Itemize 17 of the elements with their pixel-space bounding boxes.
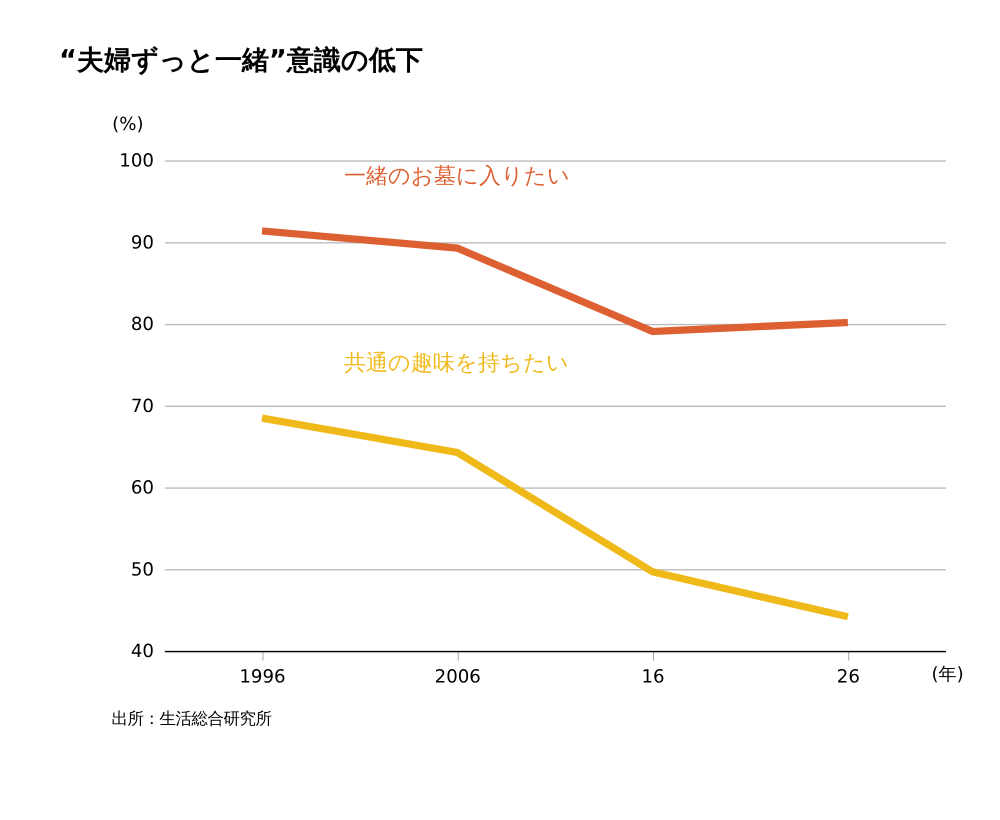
y-tick-label: 60 xyxy=(130,478,154,499)
y-tick-label: 40 xyxy=(130,641,154,662)
x-tick-label: 1996 xyxy=(239,666,286,688)
y-tick-label: 50 xyxy=(130,559,154,580)
y-tick-label: 100 xyxy=(119,150,154,172)
text: 出所：生活総合研究所 xyxy=(112,708,272,728)
x-axis-title: (年) xyxy=(931,664,964,686)
y-tick-label: 70 xyxy=(130,396,154,417)
x-tick-label: 26 xyxy=(836,666,860,688)
y-tick-label: 80 xyxy=(130,314,154,336)
y-axis-title: (%) xyxy=(112,114,144,136)
text: 一緒のお墓に入りたい xyxy=(344,164,570,189)
text: 共通の趣味を持ちたい xyxy=(344,350,569,376)
chart-title: “夫婦ずっと一緒”意識の低下 xyxy=(59,44,423,76)
x-tick-label: 16 xyxy=(641,666,665,688)
y-tick-label: 90 xyxy=(130,232,154,254)
x-tick-label: 2006 xyxy=(434,666,481,688)
